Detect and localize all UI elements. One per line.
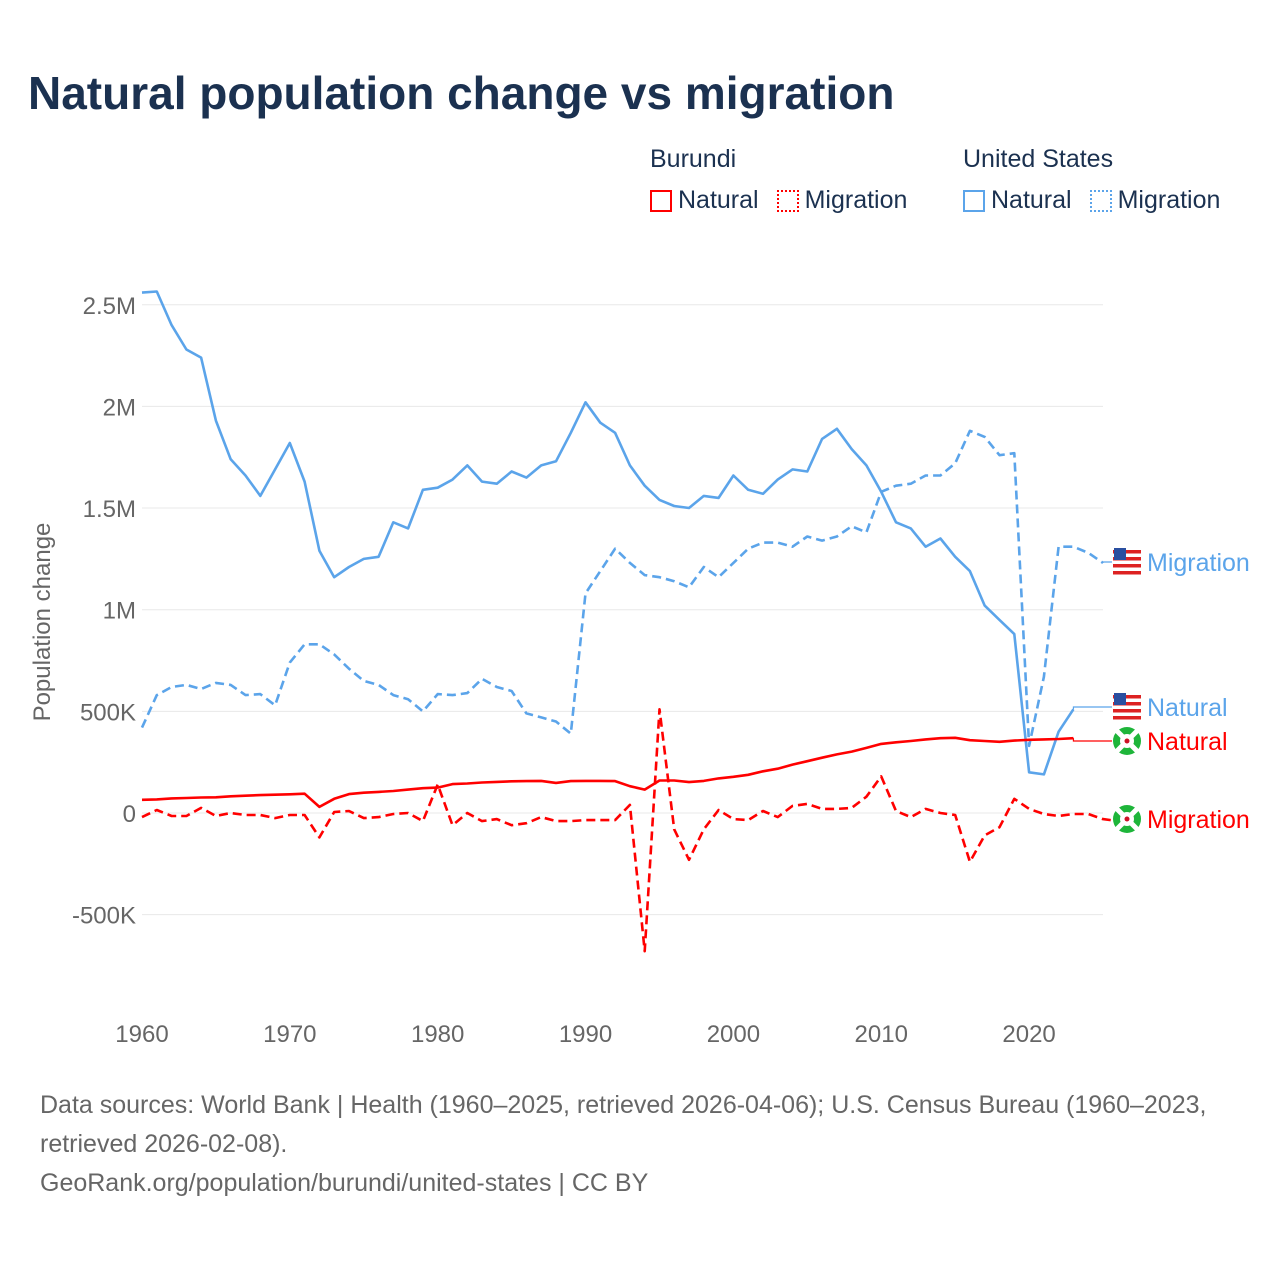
series-line-united-states-natural (141, 290, 1075, 776)
footer: Data sources: World Bank | Health (1960–… (40, 1086, 1250, 1203)
flag-saltire (1111, 803, 1143, 835)
flag-bg (1113, 548, 1141, 576)
us-flag-icon (1113, 548, 1141, 576)
y-tick-label: 1.5M (83, 496, 136, 523)
flag-canton (1114, 693, 1126, 705)
us-flag-icon (1113, 693, 1141, 721)
flag-disc (1120, 734, 1134, 748)
flag-stripe (1113, 571, 1141, 575)
flag-bg (1113, 727, 1141, 755)
y-tick-label: 1M (103, 598, 136, 625)
dotted-swatch-icon (776, 189, 799, 212)
series-line-united-states-migration (140, 429, 1104, 748)
legend-group-title: United States (963, 145, 1114, 173)
y-tick-label: 2.5M (83, 293, 136, 320)
burundi-flag-icon (1111, 725, 1143, 757)
end-label: Natural (1147, 728, 1228, 756)
x-tick-label: 2020 (1002, 1021, 1055, 1048)
legend-label: Migration (804, 186, 908, 214)
x-tick-label: 1970 (263, 1021, 316, 1048)
y-tick-label: 2M (103, 394, 136, 421)
label-connector (1102, 561, 1112, 563)
flag-saltire (1111, 725, 1143, 757)
label-connector (1072, 706, 1112, 710)
flag-part (1127, 727, 1141, 755)
legend-label: Natural (991, 186, 1072, 214)
end-label: Natural (1147, 694, 1228, 722)
y-tick-label: 0 (123, 801, 136, 828)
flag-star (1124, 816, 1130, 822)
flag-stripe (1113, 695, 1141, 699)
flag-part (1127, 805, 1141, 833)
legend-item-us-migration[interactable]: Migration (1089, 186, 1221, 215)
legend-group-title: Burundi (650, 145, 737, 173)
flag-stripe (1113, 550, 1141, 554)
flag-stripe (1113, 716, 1141, 720)
flag-canton (1114, 548, 1126, 560)
x-tick-label: 2010 (855, 1021, 908, 1048)
solid-swatch-icon (650, 189, 672, 212)
x-tick-label: 1980 (411, 1021, 464, 1048)
flag-stripe (1113, 557, 1141, 561)
y-axis-label: Population change (29, 523, 56, 722)
label-connector (1072, 738, 1112, 742)
y-tick-label: -500K (72, 903, 136, 930)
series-line-burundi-migration (141, 707, 1118, 953)
chart-title: Natural population change vs migration (28, 67, 895, 119)
legend-group-burundi: Burundi Natural Migration (650, 145, 907, 215)
end-label: Migration (1147, 549, 1250, 577)
legend-label: Migration (1117, 186, 1221, 214)
dotted-swatch-icon (1089, 189, 1112, 212)
series-line-burundi-natural (141, 736, 1074, 809)
x-tick-label: 2000 (707, 1021, 760, 1048)
flag-disc (1120, 812, 1134, 826)
legend-item-burundi-natural[interactable]: Natural (650, 186, 759, 215)
flag-bg (1113, 693, 1141, 721)
x-tick-label: 1990 (559, 1021, 612, 1048)
flag-star (1124, 738, 1130, 744)
flag-stripe (1113, 564, 1141, 568)
solid-swatch-icon (963, 189, 985, 212)
y-tick-label: 500K (80, 699, 136, 726)
end-label: Migration (1147, 806, 1250, 834)
burundi-flag-icon (1111, 803, 1143, 835)
credit-link[interactable]: GeoRank.org/population/burundi/united-st… (40, 1169, 649, 1197)
flag-stripe (1113, 709, 1141, 713)
data-sources: Data sources: World Bank | Health (1960–… (40, 1091, 1207, 1158)
legend-group-united-states: United States Natural Migration (963, 145, 1220, 215)
flag-bg (1113, 805, 1141, 833)
legend-item-burundi-migration[interactable]: Migration (776, 186, 908, 215)
legend-item-us-natural[interactable]: Natural (963, 186, 1072, 215)
flag-stripe (1113, 702, 1141, 706)
legend-label: Natural (678, 186, 759, 214)
x-tick-label: 1960 (115, 1021, 168, 1048)
